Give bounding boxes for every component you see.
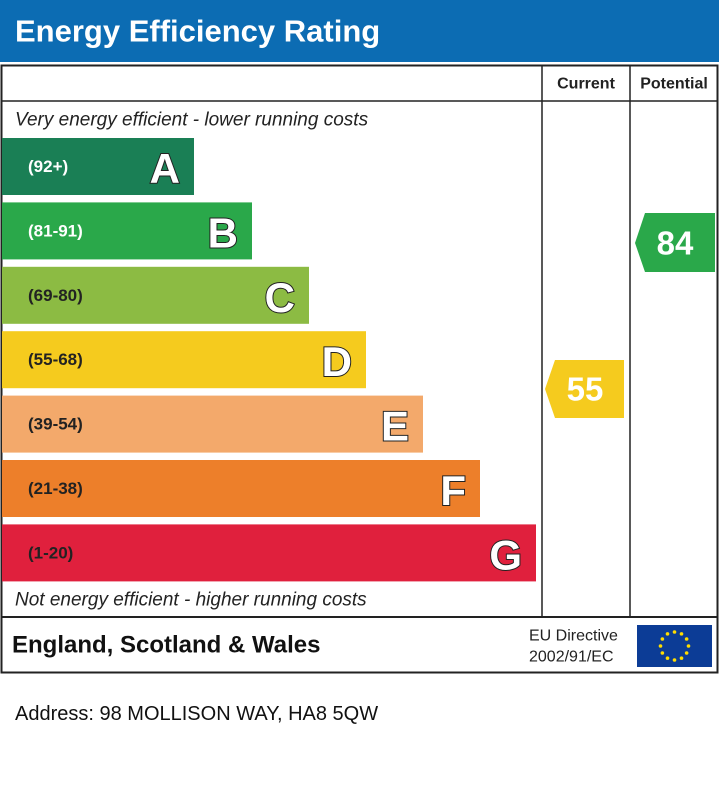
band-bar: [2, 202, 252, 260]
frame: [0, 64, 719, 674]
band-range: (39-54): [28, 415, 83, 434]
bands: (92+) A (81-91) B (69-80) C (55-68) D (39-54) E (2…: [2, 138, 536, 582]
star: [660, 651, 665, 655]
band-letter: E: [381, 403, 409, 450]
band-range: (1-20): [28, 543, 73, 562]
band-bar: [2, 138, 194, 195]
directive: EU Directive: [529, 628, 618, 645]
band-letter: F: [440, 467, 466, 514]
band-bar: [2, 395, 423, 453]
band-letter: C: [265, 274, 295, 321]
region: England, Scotland & Wales: [12, 632, 320, 659]
band-range: (21-38): [28, 479, 83, 498]
potential-rating: 84: [657, 225, 694, 262]
band-letter: A: [150, 145, 180, 192]
star: [665, 656, 670, 660]
star: [686, 644, 691, 648]
address: Address: 98 MOLLISON WAY, HA8 5QW: [15, 703, 378, 725]
band-range: (69-80): [28, 286, 83, 305]
band-range: (92+): [28, 157, 68, 176]
star: [684, 651, 689, 655]
band-range: (55-68): [28, 350, 83, 369]
star: [679, 632, 684, 636]
current-arrow: [545, 360, 624, 418]
directive: 2002/91/EC: [529, 649, 614, 666]
star: [672, 630, 677, 634]
bottom-note: Not energy efficient - higher running co…: [15, 590, 367, 611]
star: [660, 637, 665, 641]
potential-arrow: [635, 213, 715, 272]
star: [684, 637, 689, 641]
star: [672, 658, 677, 662]
band-letter: D: [322, 338, 352, 385]
top-note: Very energy efficient - lower running co…: [15, 110, 369, 131]
band-letter: G: [489, 531, 522, 578]
header-bar: [0, 0, 719, 62]
band-bar: [2, 524, 536, 582]
band-bar: [2, 266, 309, 324]
band-bar: [2, 460, 480, 517]
star: [679, 656, 684, 660]
band-bar: [2, 331, 366, 389]
column-header: Current: [557, 76, 615, 93]
column-header: Potential: [640, 76, 708, 93]
current-rating: 55: [567, 371, 604, 408]
star: [658, 644, 663, 648]
eu-stars: [658, 630, 691, 662]
band-letter: B: [208, 209, 238, 256]
band-range: (81-91): [28, 221, 83, 240]
title: Energy Efficiency Rating: [15, 14, 380, 49]
star: [665, 632, 670, 636]
